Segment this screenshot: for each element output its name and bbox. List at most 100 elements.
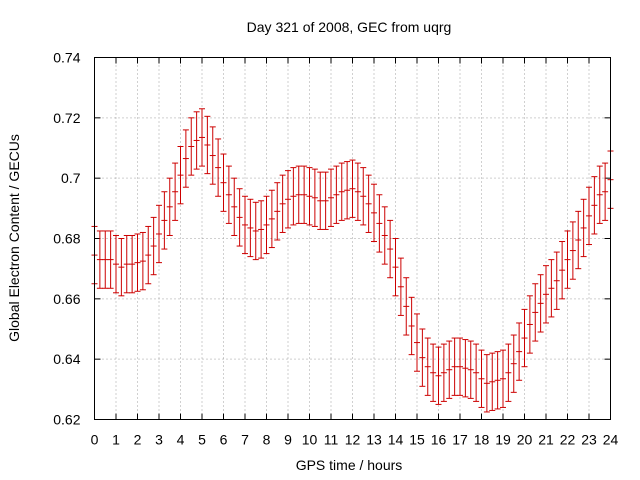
- errorbar-point: [591, 176, 598, 235]
- errorbar-point: [188, 117, 195, 176]
- errorbar-point: [526, 295, 533, 354]
- errorbar-point: [204, 115, 211, 175]
- errorbar-point: [586, 186, 592, 246]
- errorbar-point: [263, 195, 270, 255]
- errorbar-point: [290, 167, 297, 226]
- x-tick-label: 10: [302, 432, 318, 448]
- x-tick-label: 8: [263, 432, 271, 448]
- errorbar-point: [306, 167, 313, 226]
- x-tick-label: 16: [431, 432, 447, 448]
- x-tick-label: 23: [581, 432, 597, 448]
- errorbar-point: [145, 225, 152, 285]
- errorbar-point: [311, 168, 318, 227]
- x-tick-label: 14: [388, 432, 404, 448]
- errorbar-point: [166, 177, 173, 236]
- x-tick-label: 4: [177, 432, 185, 448]
- errorbar-point: [150, 216, 157, 276]
- errorbar-point: [435, 346, 442, 405]
- x-tick-label: 3: [155, 432, 163, 448]
- errorbar-point: [543, 265, 549, 324]
- axis-ticks: [94, 57, 611, 420]
- errorbar-point: [494, 351, 501, 410]
- errorbar-point: [193, 111, 200, 170]
- errorbar-point: [317, 171, 324, 230]
- errorbar-point: [129, 234, 136, 294]
- errorbar-point: [521, 308, 528, 368]
- y-tick-label: 0.66: [53, 291, 80, 307]
- plot-frame: [94, 57, 611, 420]
- errorbar-point: [596, 165, 603, 224]
- errorbar-point: [333, 165, 340, 224]
- errorbar-point: [252, 201, 259, 261]
- y-tick-label: 0.64: [53, 351, 80, 367]
- errorbar-point: [172, 162, 179, 221]
- errorbar-point: [478, 349, 485, 408]
- errorbar-point: [231, 177, 238, 236]
- x-tick-label: 1: [112, 432, 120, 448]
- errorbar-point: [473, 343, 480, 402]
- chart-title: Day 321 of 2008, GEC from uqrg: [247, 19, 452, 35]
- errorbar-point: [177, 145, 184, 205]
- x-tick-label: 2: [134, 432, 142, 448]
- x-tick-label: 11: [324, 432, 339, 448]
- x-tick-label: 5: [198, 432, 206, 448]
- errorbar-point: [113, 234, 119, 294]
- errorbar-point: [279, 174, 286, 233]
- y-tick-label: 0.74: [53, 50, 80, 66]
- y-tick-labels: 0.62 0.64 0.66 0.68 0.7 0.72 0.74: [53, 50, 80, 428]
- errorbar-point: [532, 283, 539, 342]
- x-tick-label: 6: [220, 432, 228, 448]
- errorbar-point: [548, 259, 555, 318]
- errorbar-point: [440, 343, 447, 402]
- errorbar-point: [349, 159, 356, 218]
- errorbar-point: [559, 241, 566, 300]
- x-tick-label: 17: [452, 432, 468, 448]
- errorbar-point: [328, 168, 334, 227]
- errorbar-point: [553, 251, 560, 310]
- errorbar-point: [505, 343, 512, 402]
- errorbar-point: [424, 337, 431, 396]
- errorbar-point: [123, 234, 130, 294]
- errorbar-point: [419, 328, 426, 387]
- errorbar-point: [301, 165, 308, 224]
- errorbar-point: [392, 238, 399, 297]
- errorbar-point: [199, 108, 205, 167]
- errorbar-point: [408, 296, 415, 356]
- x-tick-label: 22: [560, 432, 576, 448]
- errorbar-point: [182, 129, 189, 188]
- x-tick-labels: 0 1 2 3 4 5 6 7 8 9 10 11 12 13 14 15 16 17 18 19 20 21 22 23 24: [91, 432, 619, 448]
- errorbar-point: [107, 230, 114, 289]
- gec-series: [91, 108, 614, 413]
- x-tick-label: 13: [366, 432, 382, 448]
- errorbar-point: [564, 230, 571, 289]
- errorbar-point: [602, 162, 609, 221]
- errorbar-point: [516, 322, 523, 381]
- errorbar-point: [285, 170, 291, 229]
- errorbar-point: [236, 188, 243, 247]
- x-tick-label: 0: [91, 432, 99, 448]
- errorbar-point: [537, 274, 544, 333]
- x-tick-label: 21: [538, 432, 554, 448]
- errorbar-point: [430, 343, 437, 402]
- x-tick-label: 15: [409, 432, 425, 448]
- y-axis-label: Global Electron Content / GECUs: [6, 134, 22, 342]
- errorbar-point: [500, 349, 506, 408]
- errorbar-point: [156, 204, 162, 264]
- errorbar-point: [322, 171, 329, 230]
- errorbar-point: [569, 221, 576, 280]
- errorbar-point: [139, 231, 146, 291]
- errorbar-point: [462, 339, 469, 398]
- errorbar-point: [220, 153, 227, 212]
- x-tick-label: 24: [603, 432, 619, 448]
- errorbar-point: [457, 337, 463, 396]
- errorbar-point: [387, 219, 394, 279]
- y-tick-label: 0.68: [53, 231, 80, 247]
- errorbar-point: [209, 126, 216, 185]
- grid: [94, 57, 611, 420]
- errorbar-point: [118, 238, 125, 297]
- x-tick-label: 9: [284, 432, 292, 448]
- errorbar-point: [580, 198, 587, 258]
- errorbar-point: [338, 162, 345, 221]
- y-tick-label: 0.7: [61, 170, 81, 186]
